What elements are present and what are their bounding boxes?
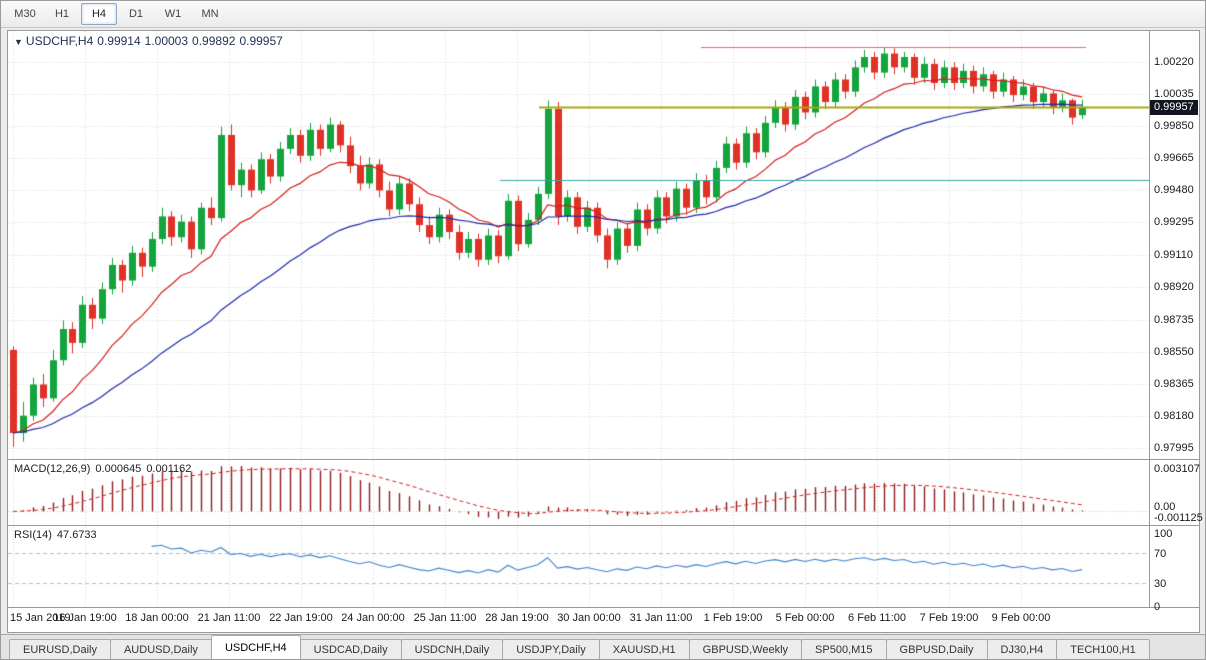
symbol-tab-usdchf-h4[interactable]: USDCHF,H4 — [210, 635, 301, 660]
panel-separator[interactable] — [8, 525, 1199, 526]
macd-main-value: 0.000645 — [95, 463, 142, 475]
chart-title: ▼ USDCHF,H4 0.99914 1.00003 0.99892 0.99957 — [14, 34, 287, 48]
time-axis-label: 28 Jan 19:00 — [485, 612, 549, 624]
rsi-name: RSI(14) — [14, 529, 52, 541]
macd-axis-label: 0.00 — [1154, 501, 1176, 513]
time-axis-label: 7 Feb 19:00 — [919, 612, 979, 624]
symbol-tab-gbpusd-weekly[interactable]: GBPUSD,Weekly — [688, 639, 803, 660]
time-axis-label: 24 Jan 00:00 — [341, 612, 405, 624]
panel-separator[interactable] — [8, 459, 1199, 460]
rsi-axis-label: 30 — [1154, 578, 1167, 590]
time-axis-label: 16 Jan 19:00 — [53, 612, 117, 624]
rsi-axis-label: 100 — [1154, 528, 1173, 540]
chart-symbol-period: USDCHF,H4 — [25, 34, 94, 48]
macd-indicator-canvas[interactable] — [8, 461, 1149, 525]
chevron-down-icon[interactable]: ▼ — [14, 37, 23, 47]
symbol-tab-usdjpy-daily[interactable]: USDJPY,Daily — [502, 639, 600, 660]
time-axis-label: 18 Jan 00:00 — [125, 612, 189, 624]
macd-axis-label: -0.001125 — [1154, 512, 1203, 524]
price-axis-label: 0.99665 — [1154, 152, 1194, 165]
ohlc-close: 0.99957 — [239, 34, 283, 48]
symbol-tab-eurusd-daily[interactable]: EURUSD,Daily — [9, 639, 111, 660]
symbol-tab-dj30-h4[interactable]: DJ30,H4 — [986, 639, 1058, 660]
price-axis-label: 0.99850 — [1154, 120, 1194, 133]
time-axis-label: 5 Feb 00:00 — [775, 612, 835, 624]
price-axis-label: 0.98920 — [1154, 281, 1194, 294]
timeframe-button-d1[interactable]: D1 — [128, 7, 144, 20]
timeframe-button-m30[interactable]: M30 — [14, 7, 36, 20]
time-axis-label: 21 Jan 11:00 — [197, 612, 261, 624]
price-axis-label: 0.98180 — [1154, 409, 1194, 422]
symbol-tab-usdcad-daily[interactable]: USDCAD,Daily — [299, 639, 402, 660]
price-axis-label: 0.97995 — [1154, 441, 1194, 454]
time-axis-label: 30 Jan 00:00 — [557, 612, 621, 624]
symbol-tab-xauusd-h1[interactable]: XAUUSD,H1 — [598, 639, 690, 660]
time-axis-label: 9 Feb 00:00 — [991, 612, 1051, 624]
price-axis-label: 0.99480 — [1154, 184, 1194, 197]
price-chart-canvas[interactable] — [8, 31, 1149, 459]
price-axis-label: 0.98550 — [1154, 345, 1194, 358]
price-axis-border — [1149, 31, 1150, 608]
rsi-label: RSI(14) 47.6733 — [14, 529, 102, 541]
symbol-tab-usdcnh-daily[interactable]: USDCNH,Daily — [400, 639, 504, 660]
rsi-axis-label: 0 — [1154, 600, 1161, 613]
macd-signal-value: 0.001162 — [146, 463, 192, 475]
macd-label: MACD(12,26,9) 0.000645 0.001162 — [14, 463, 196, 475]
price-axis-label: 0.98365 — [1154, 377, 1194, 390]
price-axis-label: 0.98735 — [1154, 313, 1194, 326]
timeframe-button-h1[interactable]: H1 — [54, 7, 70, 20]
timeframe-button-mn[interactable]: MN — [201, 7, 219, 20]
macd-axis-label: 0.003107 — [1154, 463, 1200, 475]
symbol-tab-gbpusd-daily[interactable]: GBPUSD,Daily — [885, 639, 988, 660]
symbol-tab-audusd-daily[interactable]: AUDUSD,Daily — [109, 639, 212, 660]
macd-name: MACD(12,26,9) — [14, 463, 91, 475]
ohlc-open: 0.99914 — [97, 34, 141, 48]
ohlc-low: 0.99892 — [192, 34, 236, 48]
price-axis-label: 0.99295 — [1154, 216, 1194, 229]
symbol-tab-bar: EURUSD,Daily AUDUSD,Daily USDCHF,H4 USDCAD,… — [0, 634, 1206, 660]
time-axis-label: 1 Feb 19:00 — [703, 612, 763, 624]
rsi-axis-label: 70 — [1154, 548, 1167, 560]
price-axis-label: 0.99110 — [1154, 248, 1193, 261]
timeframe-button-w1[interactable]: W1 — [164, 7, 182, 20]
timeframe-toolbar: M30 H1 H4 D1 W1 MN — [0, 0, 1206, 28]
chart-area: ▼ USDCHF,H4 0.99914 1.00003 0.99892 0.99957 M… — [7, 30, 1203, 633]
ohlc-high: 1.00003 — [144, 34, 189, 48]
panel-separator — [8, 607, 1199, 608]
rsi-value: 47.6733 — [56, 529, 97, 541]
symbol-tab-tech100-h1[interactable]: TECH100,H1 — [1056, 639, 1150, 660]
time-axis-label: 15 Jan 2019 — [10, 612, 71, 624]
symbol-tab-sp500-m15[interactable]: SP500,M15 — [801, 639, 887, 660]
time-axis-label: 31 Jan 11:00 — [629, 612, 693, 624]
rsi-indicator-canvas[interactable] — [8, 527, 1149, 607]
current-price-badge: 0.99957 — [1150, 99, 1198, 115]
time-axis-label: 6 Feb 11:00 — [848, 612, 906, 624]
timeframe-button-h4[interactable]: H4 — [81, 2, 117, 25]
price-axis-label: 1.00220 — [1154, 56, 1194, 69]
time-axis-label: 22 Jan 19:00 — [269, 612, 333, 624]
time-axis-label: 25 Jan 11:00 — [413, 612, 477, 624]
price-axis-label: 1.00035 — [1154, 88, 1194, 101]
